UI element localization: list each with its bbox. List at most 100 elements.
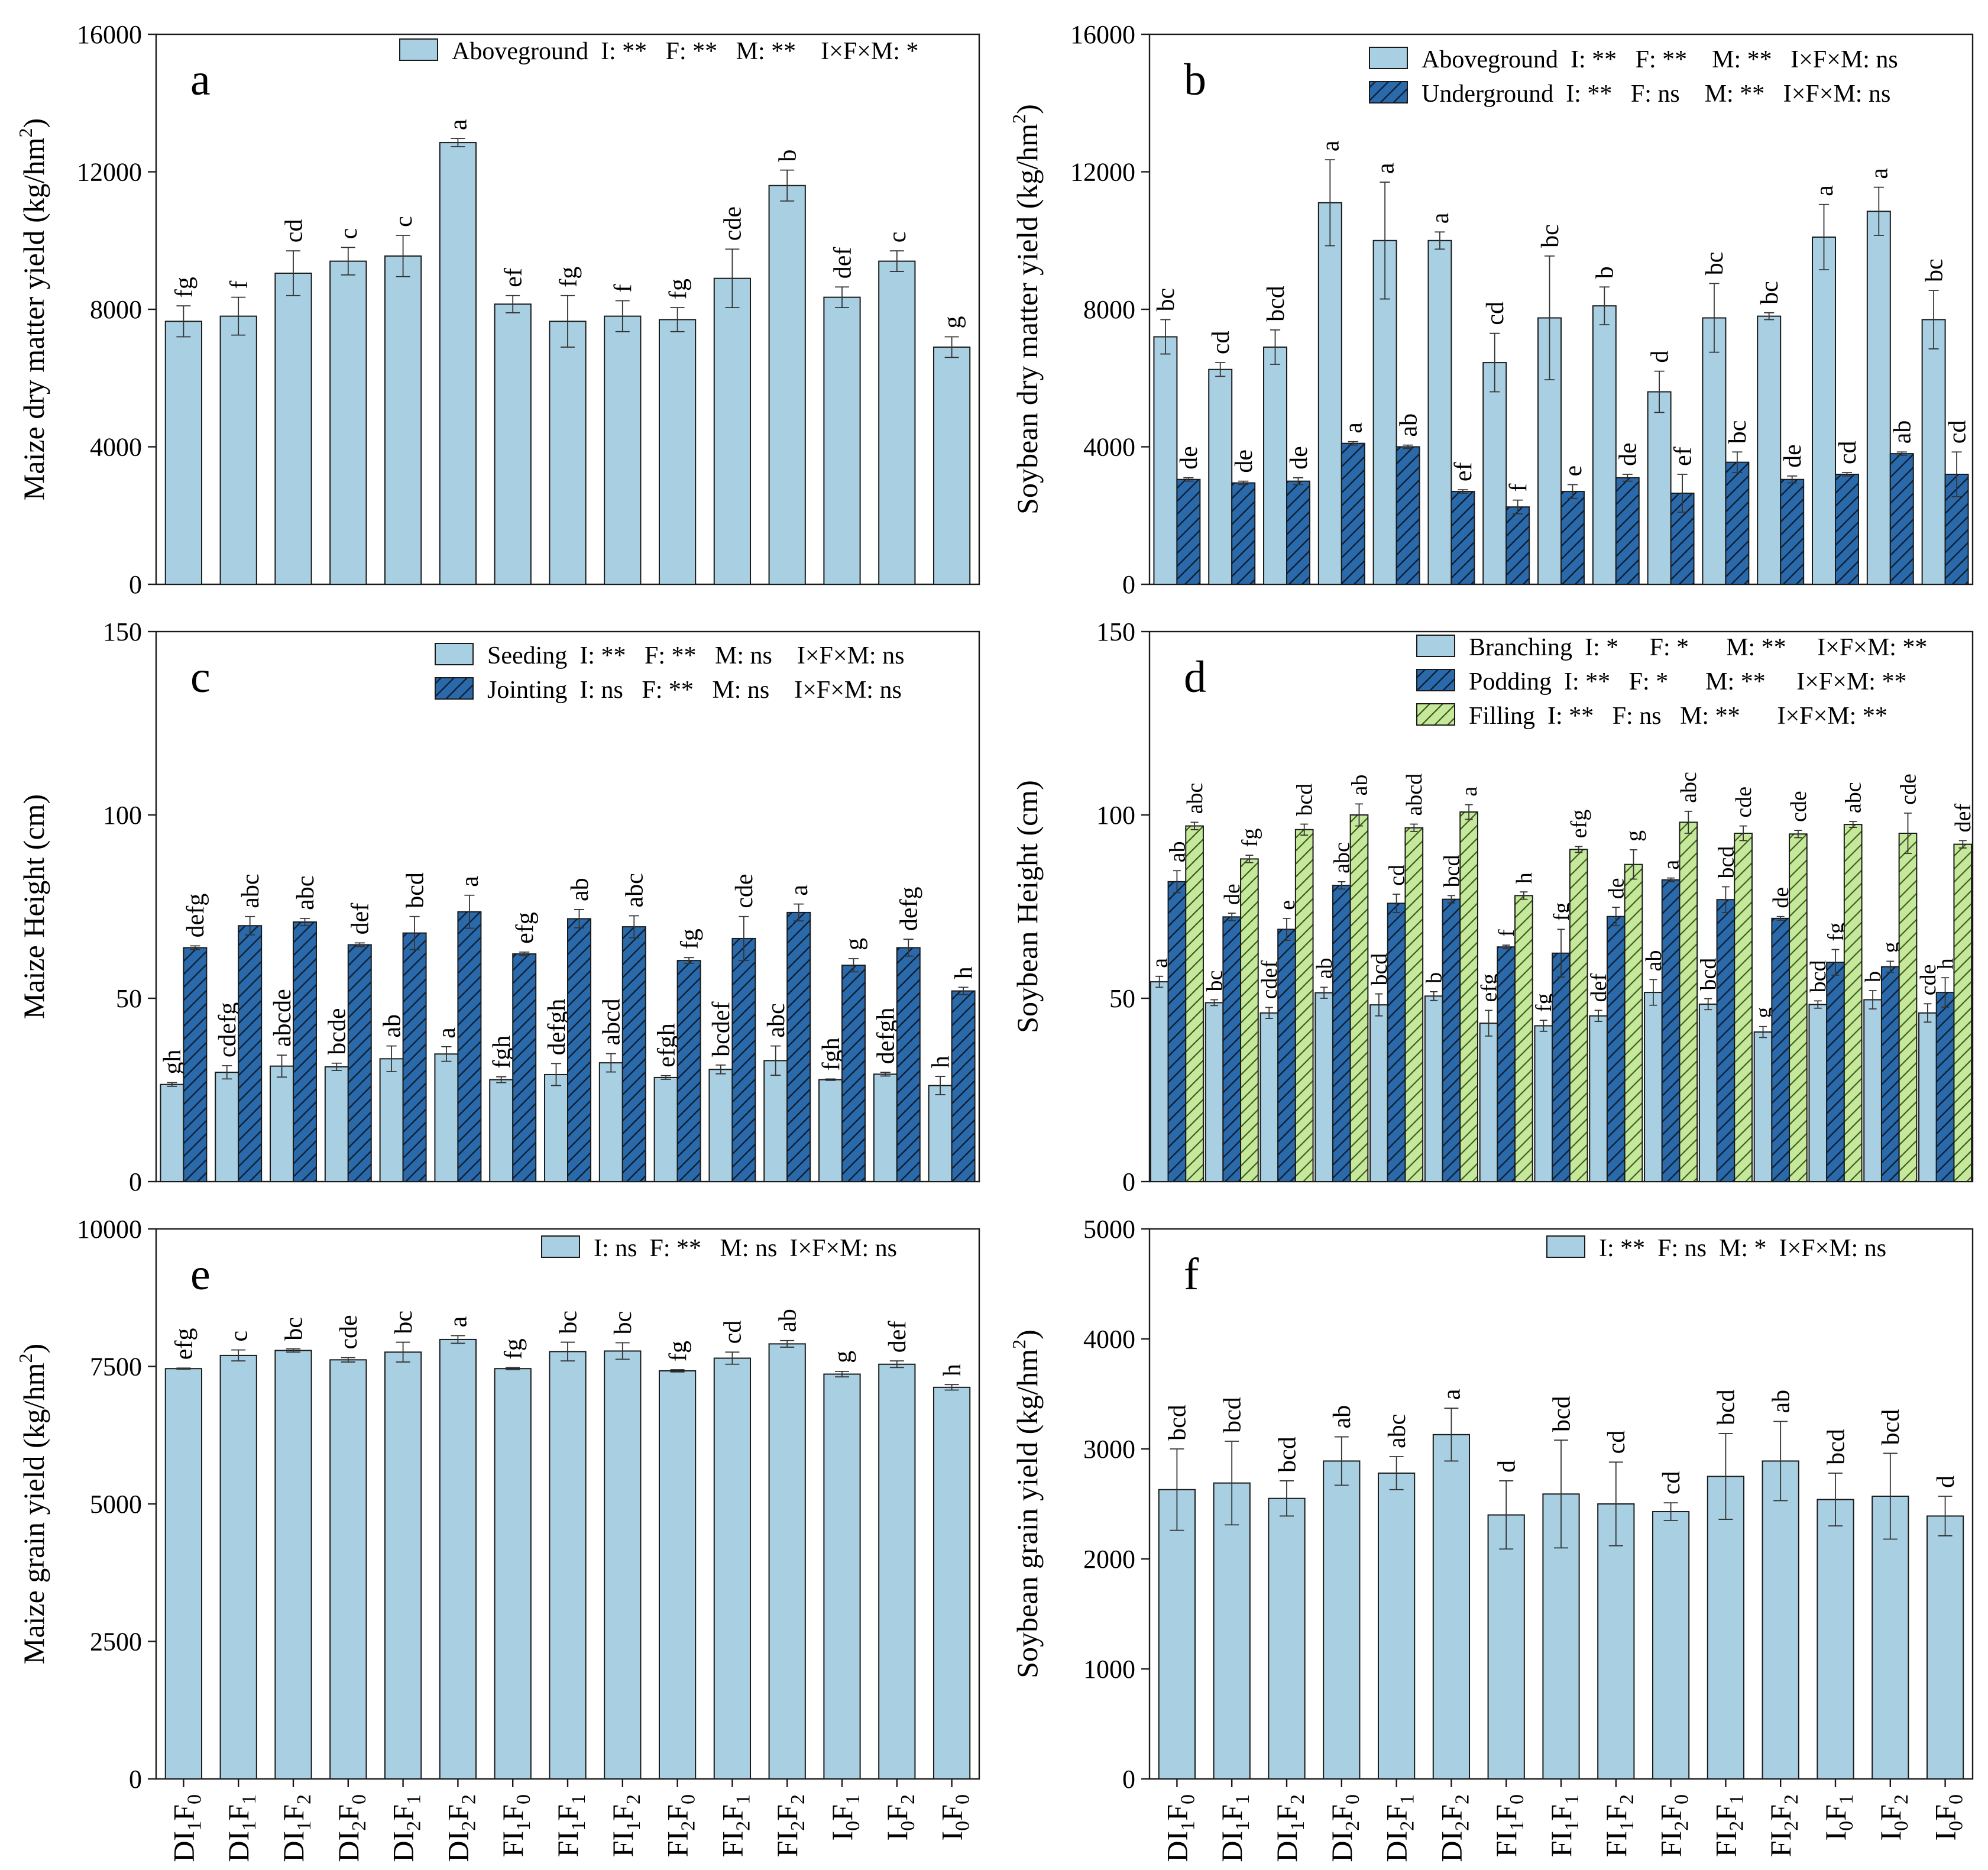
error-bar — [903, 939, 914, 957]
category-base: FI — [661, 1831, 694, 1857]
significance-letter: defgh — [873, 1008, 900, 1065]
error-bar — [1608, 1461, 1623, 1547]
legend-entry: Branching I: * F: * M: ** I×F×M: ** — [1469, 634, 1927, 661]
category-mid: F — [606, 1804, 639, 1821]
x-category-label: DI2F1 — [387, 1794, 425, 1862]
category-sub1: 2 — [1397, 1821, 1419, 1831]
bar-underground — [1396, 446, 1420, 585]
legend-entry: Aboveground I: ** F: ** M: ** I×F×M: ns — [1422, 46, 1898, 73]
y-tick-label: 2500 — [90, 1628, 142, 1657]
bar-underground — [1505, 506, 1530, 585]
legend-spacer — [1572, 634, 1585, 661]
significance-letter: de — [1176, 446, 1203, 470]
significance-letter: d — [1932, 1476, 1960, 1488]
error-bar — [835, 286, 849, 308]
legend-swatch — [541, 1235, 580, 1258]
bar-branching — [1863, 999, 1882, 1182]
bar-value — [1323, 1460, 1361, 1780]
legend-series-name: Jointing — [487, 677, 567, 704]
bar-value — [658, 1370, 697, 1780]
error-bar — [561, 295, 575, 348]
significance-letter: cd — [1658, 1471, 1685, 1494]
error-bar — [286, 250, 300, 296]
significance-letter: abc — [1841, 782, 1866, 813]
category-sub1: 2 — [1342, 1821, 1364, 1831]
category-sub1: 1 — [1506, 1821, 1528, 1831]
bar-value — [1597, 1503, 1635, 1780]
bar-value — [1652, 1511, 1690, 1780]
error-bar — [286, 1348, 300, 1353]
significance-letter: fg — [665, 1341, 692, 1361]
error-bar — [935, 1076, 946, 1095]
category-sub2: 0 — [1945, 1794, 1967, 1804]
bar-underground — [1450, 491, 1475, 585]
significance-letter: a — [1372, 163, 1399, 174]
x-category-label: FI1F2 — [1600, 1794, 1638, 1857]
significance-letter: d — [1493, 1460, 1520, 1473]
x-category-label: DI2F2 — [1435, 1794, 1473, 1862]
x-category-label: DI2F1 — [1380, 1794, 1419, 1862]
y-axis-title-sup: 2 — [15, 1354, 36, 1363]
bar-jointing — [731, 937, 756, 1182]
significance-letter: ef — [1450, 462, 1477, 482]
significance-letter: abc — [237, 873, 264, 908]
significance-letter: h — [927, 1056, 954, 1068]
significance-letter: g — [939, 316, 966, 329]
category-mid: F — [1270, 1804, 1303, 1821]
category-base: DI — [1435, 1831, 1468, 1862]
category-mid: F — [1929, 1804, 1962, 1821]
y-tick-label: 100 — [1096, 801, 1135, 830]
category-sub1: 1 — [238, 1821, 260, 1831]
y-tick-label: 0 — [129, 1765, 142, 1794]
error-bar — [1841, 472, 1853, 477]
significance-letter: abcd — [1402, 774, 1427, 816]
bar-podding — [1167, 881, 1187, 1182]
category-mid: F — [496, 1804, 529, 1821]
category-sub2: 1 — [1397, 1794, 1419, 1804]
significance-letter: de — [1286, 446, 1313, 470]
category-base: FI — [1600, 1831, 1633, 1857]
significance-letter: h — [1512, 872, 1537, 884]
bar-aboveground — [1263, 346, 1287, 585]
bar-underground — [1835, 474, 1859, 585]
error-bar — [396, 235, 410, 277]
error-bar — [1490, 332, 1500, 393]
bar-underground — [1725, 461, 1750, 585]
bar-aboveground — [329, 260, 367, 585]
bar-aboveground — [933, 346, 971, 585]
significance-letter: a — [1439, 1389, 1466, 1400]
error-bar — [1210, 999, 1219, 1007]
bar-aboveground — [1208, 368, 1233, 585]
significance-letter: bc — [1152, 288, 1180, 312]
significance-letter: bcdef — [708, 1002, 735, 1057]
error-bar — [1787, 475, 1798, 484]
error-bar — [1355, 803, 1364, 827]
error-bar — [451, 1335, 465, 1344]
error-bar — [1721, 886, 1730, 913]
significance-letter: a — [445, 1316, 472, 1327]
bar-aboveground — [1153, 336, 1178, 585]
error-bar — [299, 917, 310, 927]
significance-letter: bc — [1756, 281, 1783, 305]
bar-seeding — [434, 1053, 459, 1182]
category-sub2: 0 — [1671, 1794, 1693, 1804]
category-sub1: 2 — [732, 1821, 754, 1831]
significance-letter: a — [1427, 212, 1454, 224]
bar-value — [1762, 1460, 1799, 1780]
legend-series-name: Filling — [1469, 703, 1535, 730]
error-bar — [1403, 444, 1413, 449]
error-bar — [386, 1045, 397, 1072]
y-tick-label: 1000 — [1083, 1655, 1135, 1684]
category-sub1: 1 — [293, 1821, 315, 1831]
significance-letter: abc — [1384, 1414, 1411, 1448]
legend-entry: Seeding I: ** F: ** M: ns I×F×M: ns — [487, 642, 904, 669]
error-bar — [1539, 1020, 1547, 1032]
error-bar — [1465, 804, 1473, 820]
bar-filling — [1294, 829, 1314, 1183]
bar-podding — [1606, 915, 1626, 1182]
bar-filling — [1734, 833, 1753, 1182]
legend-swatch — [435, 643, 474, 665]
category-sub2: 1 — [732, 1794, 754, 1804]
significance-letter: efg — [511, 912, 539, 944]
error-bar — [1849, 821, 1857, 828]
